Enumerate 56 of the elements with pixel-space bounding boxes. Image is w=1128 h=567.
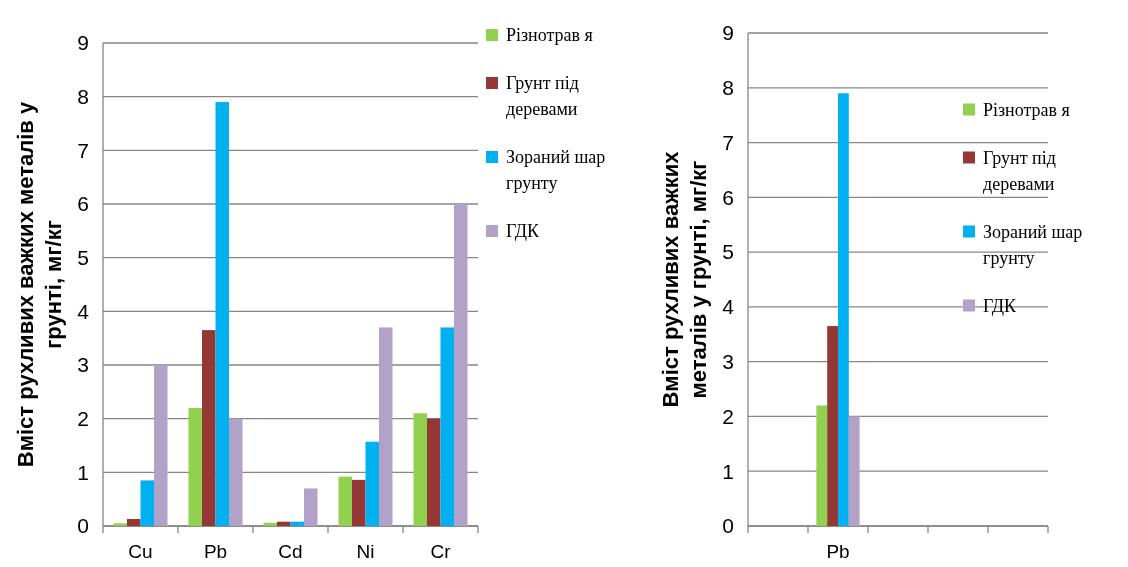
y-tick-label: 2 <box>722 404 734 428</box>
y-tick-label: 5 <box>722 240 734 264</box>
y-axis-title: Вміст рухливих важких металів у грунті, мг/кг <box>13 101 66 468</box>
y-tick-label: 7 <box>722 130 734 154</box>
y-tick-label: 3 <box>722 350 734 374</box>
y-axis-title: Вміст рухливих важких металів у грунті, мг/кг <box>658 150 711 408</box>
y-tick-label: 4 <box>77 299 90 323</box>
bar <box>304 488 318 526</box>
legend-label: Зораний шар грунту <box>506 147 606 193</box>
legend-label: Різнотрав я <box>506 25 593 45</box>
y-tick-label: 0 <box>77 514 89 538</box>
bar <box>140 480 154 526</box>
y-tick-label: 5 <box>77 246 89 270</box>
bar <box>338 476 352 526</box>
y-tick-label: 7 <box>77 138 89 162</box>
legend-label: Грунт під деревами <box>983 147 1056 194</box>
y-tick-label: 6 <box>77 192 89 216</box>
bar <box>440 327 454 526</box>
y-tick-label: 9 <box>77 31 89 55</box>
y-tick-label: 4 <box>722 295 735 319</box>
bar <box>413 413 427 526</box>
x-tick-label: Cd <box>278 541 303 562</box>
bar <box>127 519 141 526</box>
legend-label: Різнотрав я <box>983 99 1070 120</box>
y-tick-label: 8 <box>77 85 89 109</box>
legend-label: ГДК <box>506 221 541 241</box>
x-tick-label: Pb <box>203 541 228 562</box>
bar <box>154 365 168 526</box>
legend-label: Зораний шар грунту <box>983 221 1083 268</box>
y-tick-label: 3 <box>77 353 89 377</box>
bar <box>277 521 291 526</box>
bar <box>202 330 216 526</box>
y-tick-label: 6 <box>722 185 734 209</box>
legend-label: ГДК <box>983 295 1018 316</box>
x-tick-label: Cu <box>128 541 153 562</box>
y-tick-label: 9 <box>722 21 734 45</box>
bar <box>427 418 441 526</box>
y-tick-label: 0 <box>722 514 734 538</box>
bar <box>188 407 202 526</box>
y-tick-label: 2 <box>77 407 89 431</box>
bar <box>113 523 127 526</box>
bar <box>215 102 229 526</box>
y-tick-label: 1 <box>722 459 734 483</box>
x-tick-label: Cr <box>430 541 452 562</box>
x-tick-label: Ni <box>356 541 375 562</box>
bar <box>352 479 366 526</box>
y-tick-label: 1 <box>77 460 89 484</box>
bar <box>229 418 243 526</box>
y-tick-label: 8 <box>722 76 734 100</box>
bar <box>454 204 468 526</box>
bar <box>365 441 379 526</box>
x-tick-label: Pb <box>826 541 850 562</box>
bar <box>290 521 304 526</box>
legend-label: Грунт під деревами <box>506 73 579 119</box>
bar <box>379 327 393 526</box>
bar <box>263 522 277 526</box>
